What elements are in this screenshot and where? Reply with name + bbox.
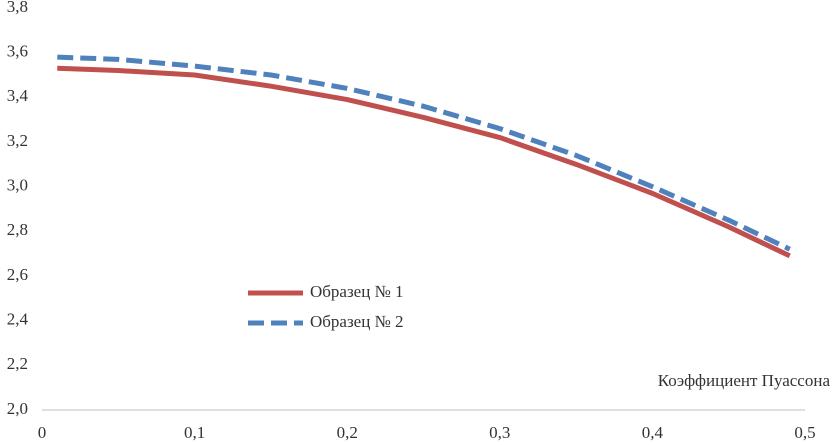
y-tick-label: 2,4: [7, 310, 29, 329]
y-tick-label: 3,0: [7, 176, 28, 195]
y-tick-label: 2,2: [7, 354, 28, 373]
y-tick-label: 2,0: [7, 399, 28, 418]
series-line: [57, 54, 791, 252]
x-axis-label: Коэффициент Пуассона: [658, 371, 831, 390]
y-tick-label: 2,8: [7, 220, 28, 239]
y-tick-label: 3,6: [7, 42, 28, 61]
x-tick-label: 0,3: [489, 423, 510, 442]
y-tick-label: 3,4: [7, 86, 29, 105]
y-tick-label: 3,2: [7, 131, 28, 150]
x-tick-label: 0,5: [794, 423, 815, 442]
legend-label: Образец № 1: [310, 282, 404, 301]
legend-label: Образец № 2: [310, 312, 404, 331]
x-tick-label: 0,1: [184, 423, 205, 442]
y-tick-label: 3,8: [7, 0, 28, 16]
x-tick-label: 0,2: [337, 423, 358, 442]
x-tick-label: 0,4: [642, 423, 664, 442]
y-tick-label: 2,6: [7, 265, 28, 284]
series-line: [57, 65, 791, 259]
x-tick-label: 0: [38, 423, 47, 442]
